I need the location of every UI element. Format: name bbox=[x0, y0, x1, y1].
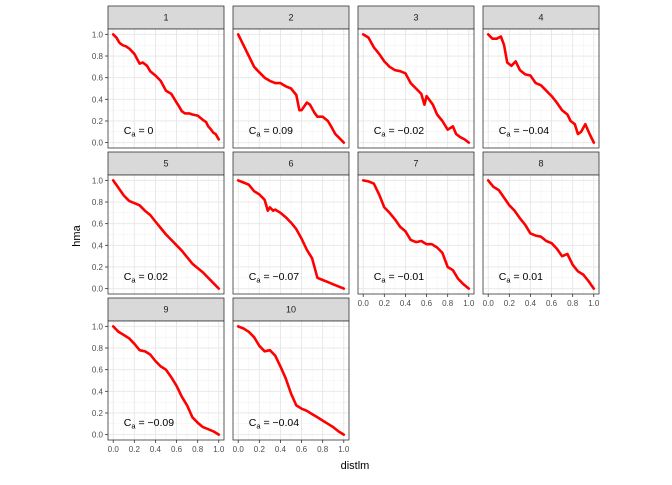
y-tick-label: 1.0 bbox=[92, 30, 104, 39]
x-tick-label: 0.0 bbox=[483, 299, 495, 308]
x-tick-label: 0.4 bbox=[525, 299, 537, 308]
x-tick-label: 0.8 bbox=[317, 445, 329, 454]
x-tick-label: 0.0 bbox=[233, 445, 245, 454]
x-tick-label: 0.4 bbox=[150, 445, 162, 454]
facet-panel-1: 1 Ca = 0 0.0 0.2 0.4 0.6 0.8 1.0 bbox=[92, 5, 225, 149]
annotation-7: Ca = −0.01 bbox=[374, 271, 424, 285]
series-line-1 bbox=[111, 33, 221, 141]
x-tick-label: 0.4 bbox=[275, 445, 287, 454]
panels-layer: 1 Ca = 0 0.0 0.2 0.4 0.6 0.8 1.0 2 Ca = 0.09 3 Ca =… bbox=[92, 5, 600, 454]
annotation-5: Ca = 0.02 bbox=[124, 271, 168, 285]
series-line-8 bbox=[486, 179, 596, 290]
y-tick-label: 0.2 bbox=[92, 263, 104, 272]
panel-border bbox=[482, 28, 600, 149]
panel-border bbox=[107, 174, 225, 295]
annotation-2: Ca = 0.09 bbox=[249, 125, 293, 139]
x-tick-label: 0.4 bbox=[400, 299, 412, 308]
facet-strip-label-7: 7 bbox=[413, 159, 418, 169]
y-tick-label: 0.6 bbox=[92, 220, 104, 229]
facet-strip-label-9: 9 bbox=[163, 305, 168, 315]
facet-strip-label-4: 4 bbox=[538, 13, 543, 23]
annotation-3: Ca = −0.02 bbox=[374, 125, 424, 139]
y-tick-label: 0.2 bbox=[92, 117, 104, 126]
facet-panel-3: 3 Ca = −0.02 bbox=[357, 5, 475, 149]
series-line-4 bbox=[486, 33, 596, 144]
facet-strip-label-10: 10 bbox=[286, 305, 296, 315]
y-tick-label: 0.8 bbox=[92, 344, 104, 353]
x-tick-label: 1.0 bbox=[338, 445, 350, 454]
y-tick-label: 0.6 bbox=[92, 366, 104, 375]
facet-panel-4: 4 Ca = −0.04 bbox=[482, 5, 600, 149]
x-tick-label: 0.0 bbox=[358, 299, 370, 308]
series-line-9 bbox=[111, 325, 221, 436]
x-tick-label: 0.8 bbox=[192, 445, 204, 454]
facet-strip-label-6: 6 bbox=[288, 159, 293, 169]
series-line-5 bbox=[111, 179, 221, 290]
y-tick-label: 0.8 bbox=[92, 198, 104, 207]
y-tick-label: 1.0 bbox=[92, 176, 104, 185]
x-tick-label: 1.0 bbox=[463, 299, 475, 308]
series-line-10 bbox=[236, 325, 346, 436]
x-tick-label: 0.8 bbox=[442, 299, 454, 308]
panel-border bbox=[232, 174, 350, 295]
panel-border bbox=[232, 28, 350, 149]
series-line-2 bbox=[236, 33, 346, 144]
x-tick-label: 0.6 bbox=[171, 445, 183, 454]
x-axis-title: distlm bbox=[341, 460, 370, 472]
y-tick-label: 0.4 bbox=[92, 387, 104, 396]
facet-strip-label-1: 1 bbox=[163, 13, 168, 23]
y-tick-label: 0.0 bbox=[92, 285, 104, 294]
x-tick-label: 1.0 bbox=[588, 299, 600, 308]
x-tick-label: 0.2 bbox=[254, 445, 266, 454]
y-axis-title: hma bbox=[71, 224, 83, 246]
panel-border bbox=[107, 320, 225, 441]
panel-border bbox=[482, 174, 600, 295]
x-tick-label: 0.0 bbox=[108, 445, 120, 454]
facet-strip-label-2: 2 bbox=[288, 13, 293, 23]
facet-panel-6: 6 Ca = −0.07 bbox=[232, 151, 350, 295]
annotation-10: Ca = −0.04 bbox=[249, 417, 299, 431]
x-tick-label: 0.6 bbox=[296, 445, 308, 454]
series-line-3 bbox=[361, 33, 471, 144]
annotation-6: Ca = −0.07 bbox=[249, 271, 299, 285]
facet-strip-label-8: 8 bbox=[538, 159, 543, 169]
facet-panel-2: 2 Ca = 0.09 bbox=[232, 5, 350, 149]
facet-strip-label-3: 3 bbox=[413, 13, 418, 23]
facet-panel-5: 5 Ca = 0.02 0.0 0.2 0.4 0.6 0.8 1.0 bbox=[92, 151, 225, 295]
annotation-4: Ca = −0.04 bbox=[499, 125, 549, 139]
x-tick-label: 0.8 bbox=[567, 299, 579, 308]
x-tick-label: 0.2 bbox=[129, 445, 141, 454]
x-tick-label: 0.2 bbox=[504, 299, 516, 308]
annotation-8: Ca = 0.01 bbox=[499, 271, 543, 285]
y-tick-label: 0.4 bbox=[92, 95, 104, 104]
facet-strip-label-5: 5 bbox=[163, 159, 168, 169]
x-tick-label: 0.6 bbox=[421, 299, 433, 308]
series-line-7 bbox=[361, 179, 471, 290]
x-tick-label: 1.0 bbox=[213, 445, 225, 454]
facet-panel-8: 8 Ca = 0.01 0.0 0.2 0.4 0.6 0.8 1.0 bbox=[482, 151, 600, 308]
y-tick-label: 0.2 bbox=[92, 409, 104, 418]
panel-border bbox=[357, 174, 475, 295]
annotation-9: Ca = −0.09 bbox=[124, 417, 174, 431]
series-line-6 bbox=[236, 179, 346, 290]
y-tick-label: 0.0 bbox=[92, 431, 104, 440]
y-tick-label: 0.0 bbox=[92, 139, 104, 148]
facet-panel-9: 9 Ca = −0.09 0.0 0.2 0.4 0.6 0.8 1.0 0.0 0.2 0.4 0.… bbox=[92, 297, 225, 454]
facet-panel-10: 10 Ca = −0.04 0.0 0.2 0.4 0.6 0.8 1.0 bbox=[232, 297, 350, 454]
facet-panel-7: 7 Ca = −0.01 0.0 0.2 0.4 0.6 0.8 1.0 bbox=[357, 151, 475, 308]
panel-border bbox=[232, 320, 350, 441]
panel-border bbox=[357, 28, 475, 149]
y-tick-label: 1.0 bbox=[92, 322, 104, 331]
panel-border bbox=[107, 28, 225, 149]
y-tick-label: 0.8 bbox=[92, 52, 104, 61]
annotation-1: Ca = 0 bbox=[124, 125, 154, 139]
y-tick-label: 0.6 bbox=[92, 74, 104, 83]
y-tick-label: 0.4 bbox=[92, 241, 104, 250]
x-tick-label: 0.2 bbox=[379, 299, 391, 308]
x-tick-label: 0.6 bbox=[546, 299, 558, 308]
